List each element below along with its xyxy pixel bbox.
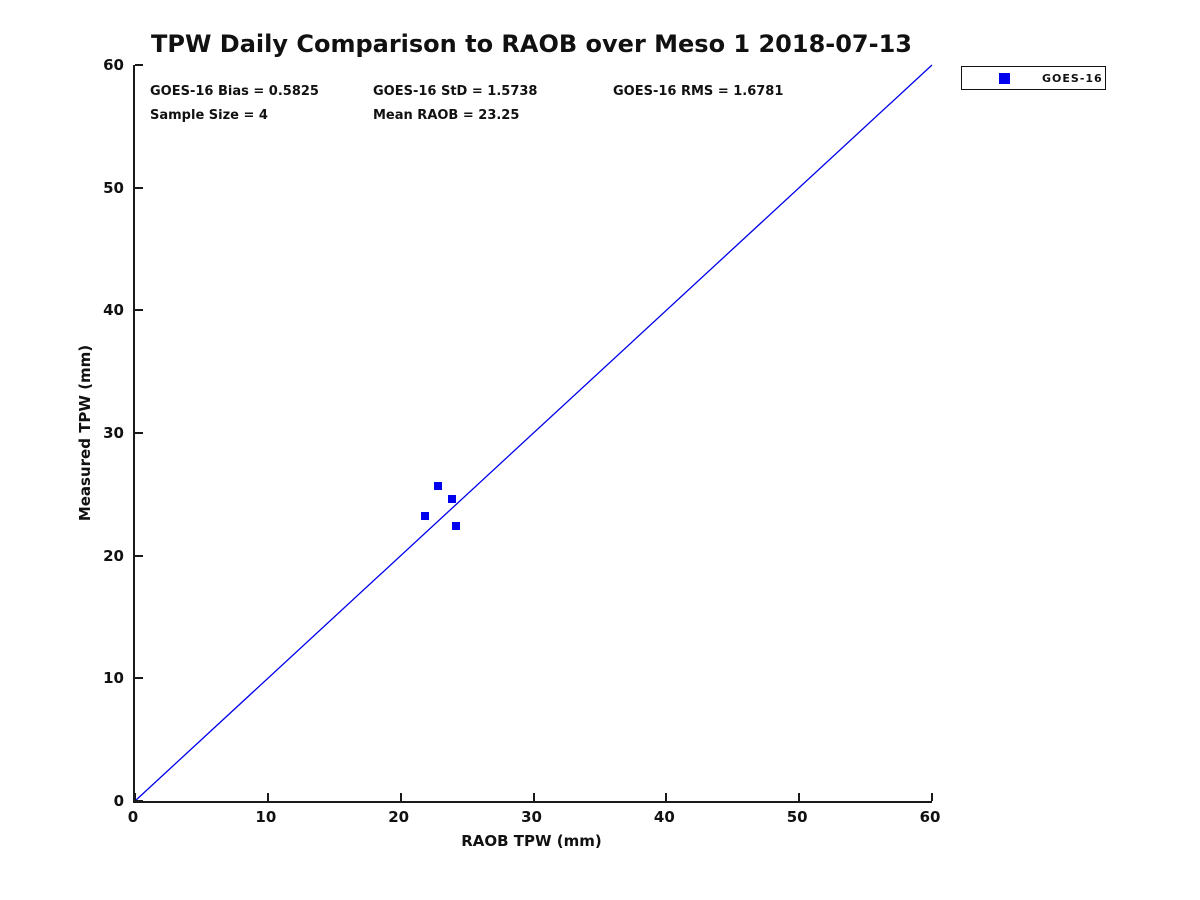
- y-axis-tick: [135, 800, 143, 802]
- stat-mean-raob: Mean RAOB = 23.25: [373, 108, 520, 123]
- y-tick-label: 10: [103, 669, 124, 688]
- x-tick-label: 40: [653, 808, 675, 826]
- y-axis-tick: [135, 432, 143, 434]
- y-tick-label: 0: [113, 792, 124, 810]
- x-tick-label: 0: [127, 808, 139, 826]
- y-tick-label: 30: [103, 424, 124, 442]
- x-tick-label: 60: [919, 808, 941, 826]
- reference-line-layer: [134, 64, 933, 802]
- y-axis-label: Measured TPW (mm): [76, 344, 94, 522]
- x-axis-label: RAOB TPW (mm): [461, 832, 602, 850]
- x-axis-tick: [266, 793, 269, 801]
- chart-title: TPW Daily Comparison to RAOB over Meso 1…: [150, 30, 912, 58]
- x-tick-label: 20: [388, 808, 410, 826]
- y-axis-tick: [135, 677, 143, 680]
- x-axis-tick: [399, 793, 402, 801]
- x-axis-tick: [134, 793, 136, 801]
- stat-rms: GOES-16 RMS = 1.6781: [613, 84, 784, 99]
- y-axis-tick: [135, 186, 143, 189]
- x-axis-tick: [798, 793, 801, 801]
- x-axis-tick: [665, 793, 668, 801]
- plot-area: [133, 64, 933, 803]
- identity-line: [134, 64, 933, 802]
- y-axis-tick: [135, 554, 143, 557]
- x-axis-tick: [532, 793, 535, 801]
- data-point-goes-16: [452, 522, 461, 531]
- y-axis-tick: [135, 309, 143, 312]
- y-tick-label: 50: [103, 178, 124, 197]
- stat-sample-size: Sample Size = 4: [150, 108, 268, 123]
- y-axis-tick-labels: 0 10 20 30 40 50 60: [0, 56, 124, 810]
- data-point-goes-16: [448, 495, 457, 504]
- legend-label: GOES-16: [1042, 71, 1103, 85]
- data-point-goes-16: [420, 512, 429, 521]
- y-tick-label: 20: [103, 546, 124, 565]
- legend-square-marker-icon: [999, 72, 1010, 84]
- stat-bias: GOES-16 Bias = 0.5825: [150, 84, 319, 99]
- data-point-goes-16: [433, 481, 442, 490]
- y-tick-label: 40: [103, 301, 124, 320]
- stat-std: GOES-16 StD = 1.5738: [373, 84, 538, 99]
- x-tick-label: 10: [255, 808, 277, 826]
- x-tick-label: 50: [786, 808, 808, 826]
- x-axis-tick-labels: 0 10 20 30 40 50 60: [128, 808, 941, 828]
- y-axis-tick: [135, 64, 143, 66]
- x-axis-tick: [931, 793, 933, 801]
- x-tick-label: 30: [521, 808, 542, 826]
- legend: GOES-16: [961, 66, 1106, 90]
- y-tick-label: 60: [103, 56, 124, 74]
